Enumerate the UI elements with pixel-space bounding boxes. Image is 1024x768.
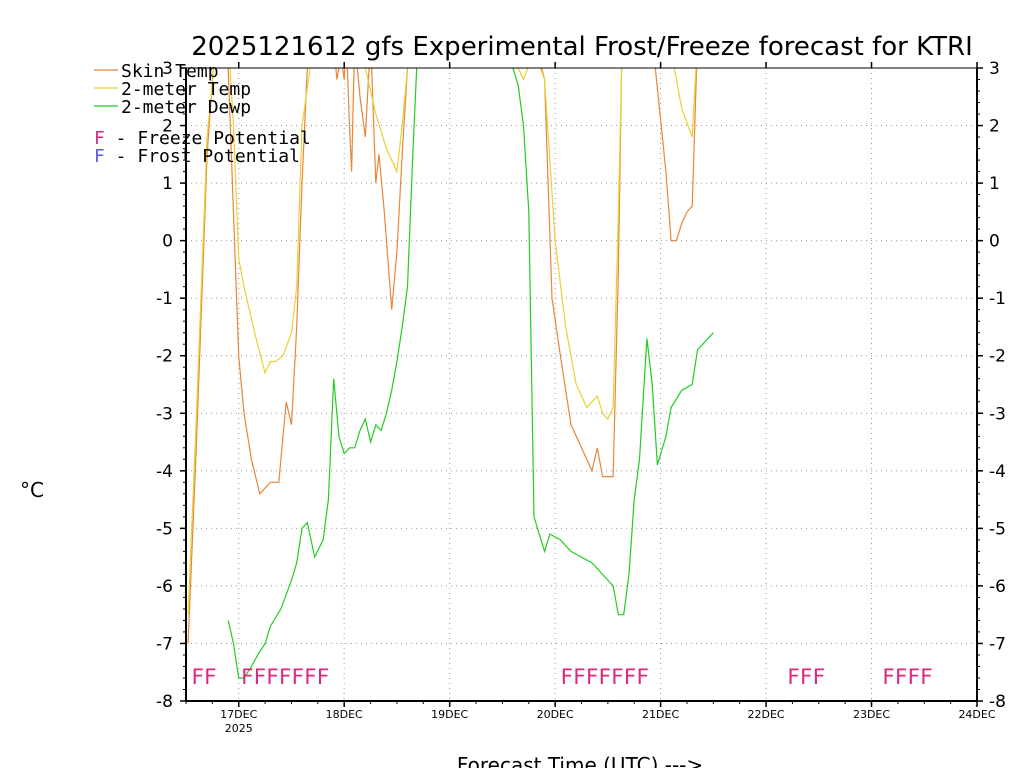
x-tick-sublabel: 2025 xyxy=(225,722,253,735)
x-tick-label: 24DEC xyxy=(958,708,995,721)
y-tick-label-right: 2 xyxy=(989,117,1000,137)
y-tick-label-left: -5 xyxy=(156,519,173,539)
series-line-skin-temp-1 xyxy=(187,68,409,644)
y-tick-label-left: 0 xyxy=(162,232,173,252)
y-tick-label-right: 3 xyxy=(989,59,1000,79)
y-tick-label-right: -2 xyxy=(989,347,1006,367)
legend-label-2-meter-dewp: 2-meter Dewp xyxy=(121,97,251,118)
y-tick-label-left: 2 xyxy=(162,117,173,137)
y-tick-label-right: -5 xyxy=(989,519,1006,539)
x-tick-label: 21DEC xyxy=(642,708,679,721)
y-tick-label-left: -6 xyxy=(156,577,173,597)
y-tick-label-right: -7 xyxy=(989,634,1006,654)
x-tick-label: 20DEC xyxy=(537,708,574,721)
legend-label-2-meter-temp: 2-meter Temp xyxy=(121,79,251,100)
series-line-2-meter-dewp-1 xyxy=(227,68,418,679)
series-lines xyxy=(187,68,714,679)
freeze-marker: FFF xyxy=(787,665,825,689)
legend-marker-2: F - Frost Potential xyxy=(94,146,300,167)
y-tick-label-left: -1 xyxy=(156,289,173,309)
legend-label-skin-temp: Skin Temp xyxy=(121,61,219,82)
x-tick-label: 23DEC xyxy=(853,708,890,721)
series-line-skin-temp-2 xyxy=(540,68,698,478)
series-line-2-meter-temp-1 xyxy=(187,68,409,615)
x-axis-label: Forecast Time (UTC) ---> xyxy=(457,753,703,768)
y-tick-label-left: -2 xyxy=(156,347,173,367)
legend-marker-letter: F xyxy=(94,128,105,149)
x-tick-label: 17DEC xyxy=(220,708,257,721)
x-tick-label: 22DEC xyxy=(748,708,785,721)
freeze-marker: FFFF xyxy=(882,665,933,689)
y-tick-label-right: -8 xyxy=(989,692,1006,712)
y-tick-label-right: -4 xyxy=(989,462,1006,482)
series-line-2-meter-temp-2 xyxy=(517,68,697,421)
x-tick-label: 19DEC xyxy=(431,708,468,721)
freeze-marker: FFFFFFF xyxy=(560,665,649,689)
series-line-2-meter-dewp-2 xyxy=(512,68,714,616)
legend-marker-text: - Freeze Potential xyxy=(105,128,311,149)
freeze-markers: FF FFFFFFF FFFFFFF FFF FFFF xyxy=(191,665,932,689)
y-tick-label-right: -6 xyxy=(989,577,1006,597)
x-tick-label: 18DEC xyxy=(326,708,363,721)
y-tick-label-left: 3 xyxy=(162,59,173,79)
freeze-marker: FF xyxy=(191,665,216,689)
freeze-marker: FFFFFFF xyxy=(241,665,330,689)
chart-title: 2025121612 gfs Experimental Frost/Freeze… xyxy=(191,32,973,62)
grid-lines xyxy=(186,68,977,701)
legend-marker-text: - Frost Potential xyxy=(105,146,300,167)
y-tick-label-right: -1 xyxy=(989,289,1006,309)
y-tick-label-left: -7 xyxy=(156,634,173,654)
legend-marker-1: F - Freeze Potential xyxy=(94,128,311,149)
y-tick-label-right: 0 xyxy=(989,232,1000,252)
legend-marker-letter: F xyxy=(94,146,105,167)
y-tick-label-left: -4 xyxy=(156,462,173,482)
y-axis-label: °C xyxy=(20,478,44,502)
y-tick-label-left: 1 xyxy=(162,174,173,194)
y-tick-label-right: 1 xyxy=(989,174,1000,194)
y-tick-label-right: -3 xyxy=(989,404,1006,424)
y-tick-label-left: -3 xyxy=(156,404,173,424)
y-tick-label-left: -8 xyxy=(156,692,173,712)
axes: -8 -8 -7 -7 -6 -6 -5 -5 -4 -4 -3 -3 -2 -2 -1 -1 0 0 1 1 2 2 3 3… xyxy=(156,59,1006,735)
